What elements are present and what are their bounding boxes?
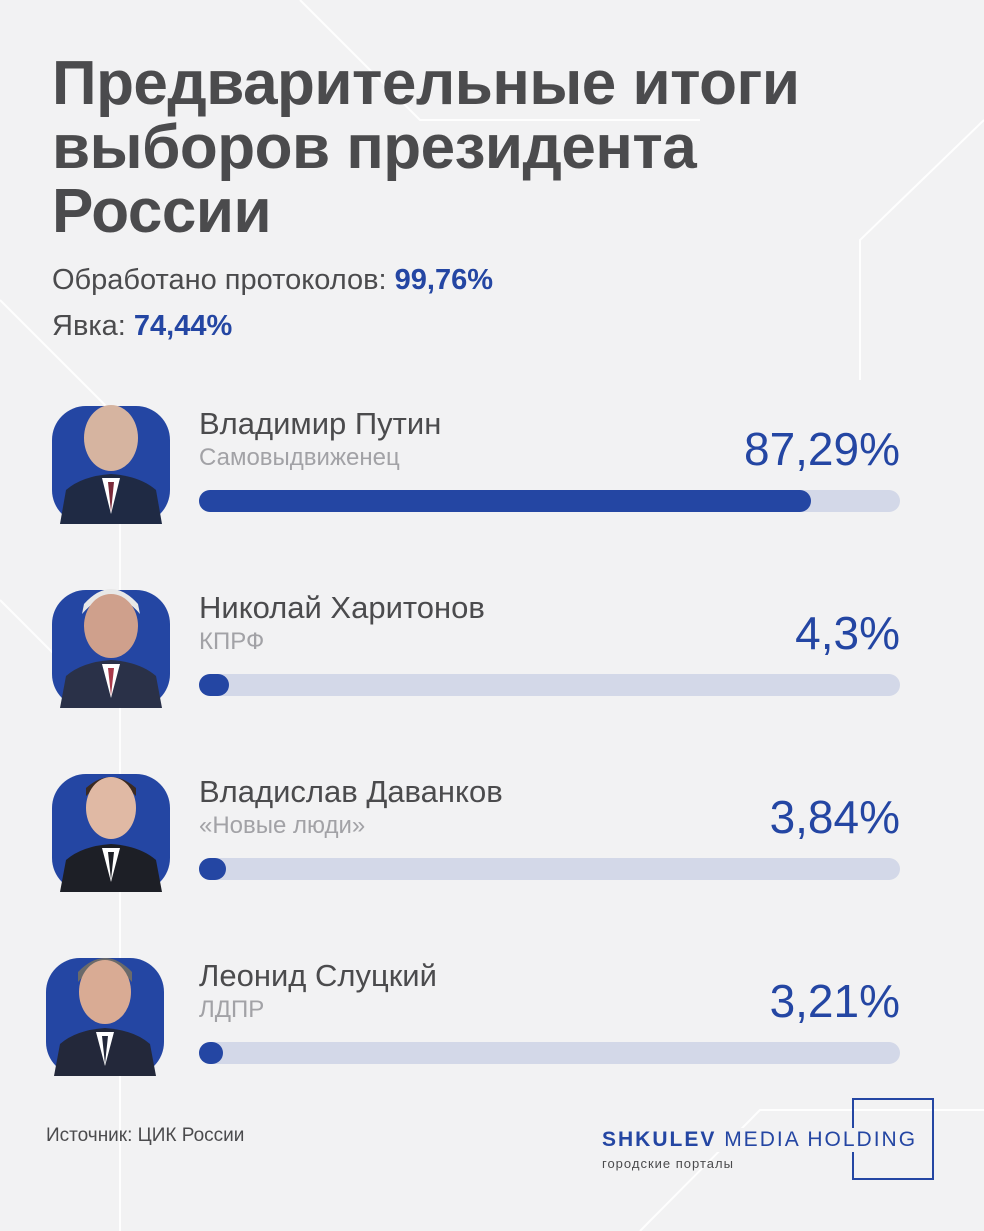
candidate-row-davankov: Владислав Даванков «Новые люди» 3,84% [0,774,984,924]
candidate-name: Леонид Слуцкий [199,958,437,993]
candidate-photo-kharitonov [52,589,170,708]
bar-track [199,674,900,696]
candidate-party: ЛДПР [199,996,265,1023]
source-note: Источник: ЦИК России [46,1125,245,1146]
candidate-percent: 3,21% [769,975,900,1027]
candidate-name: Владимир Путин [199,406,442,441]
title-line-1: Предварительные итоги [52,49,800,118]
candidate-percent: 3,84% [769,791,900,843]
bar-fill-kharitonov [199,674,230,696]
bar-fill-slutsky [199,1042,223,1064]
logo-subtitle: городские порталы [602,1156,734,1171]
candidate-row-kharitonov: Николай Харитонов КПРФ 4,3% [0,589,984,740]
bar-track [199,1042,900,1064]
candidate-percent: 87,29% [743,423,900,475]
bar-fill-putin [199,490,811,512]
logo-text: SHKULEV MEDIA HOLDING [602,1128,922,1152]
protocols-label: Обработано протоколов: [52,264,395,296]
candidate-name: Николай Харитонов [199,590,485,625]
candidate-party: «Новые люди» [199,812,366,839]
protocols-value: 99,76% [394,264,493,296]
candidate-photo-putin [52,405,170,524]
candidate-photo-davankov [52,774,170,892]
logo-brand: SHKULEV [602,1128,717,1151]
candidate-row-putin: Владимир Путин Самовыдвиженец 87,29% [0,405,984,556]
title-line-3: России [52,177,272,246]
title-line-2: выборов президента [52,113,697,182]
protocols-stat: Обработано протоколов: 99,76% [52,264,493,297]
bar-track [199,490,900,512]
page-title: Предварительные итоги выборов президента… [52,52,932,244]
turnout-label: Явка: [52,310,134,342]
candidate-party: КПРФ [199,628,265,655]
turnout-stat: Явка: 74,44% [52,310,232,343]
candidate-name: Владислав Даванков [199,774,503,809]
bar-track [199,858,900,880]
bar-fill-davankov [199,858,226,880]
candidate-row-slutsky: Леонид Слуцкий ЛДПР 3,21% [0,958,984,1108]
candidate-photo-slutsky [46,958,164,1076]
brand-logo: SHKULEV MEDIA HOLDING городские порталы [602,1098,942,1182]
turnout-value: 74,44% [133,310,233,342]
candidate-party: Самовыдвиженец [199,444,400,471]
logo-rest: MEDIA HOLDING [716,1128,918,1151]
candidate-percent: 4,3% [795,607,900,659]
